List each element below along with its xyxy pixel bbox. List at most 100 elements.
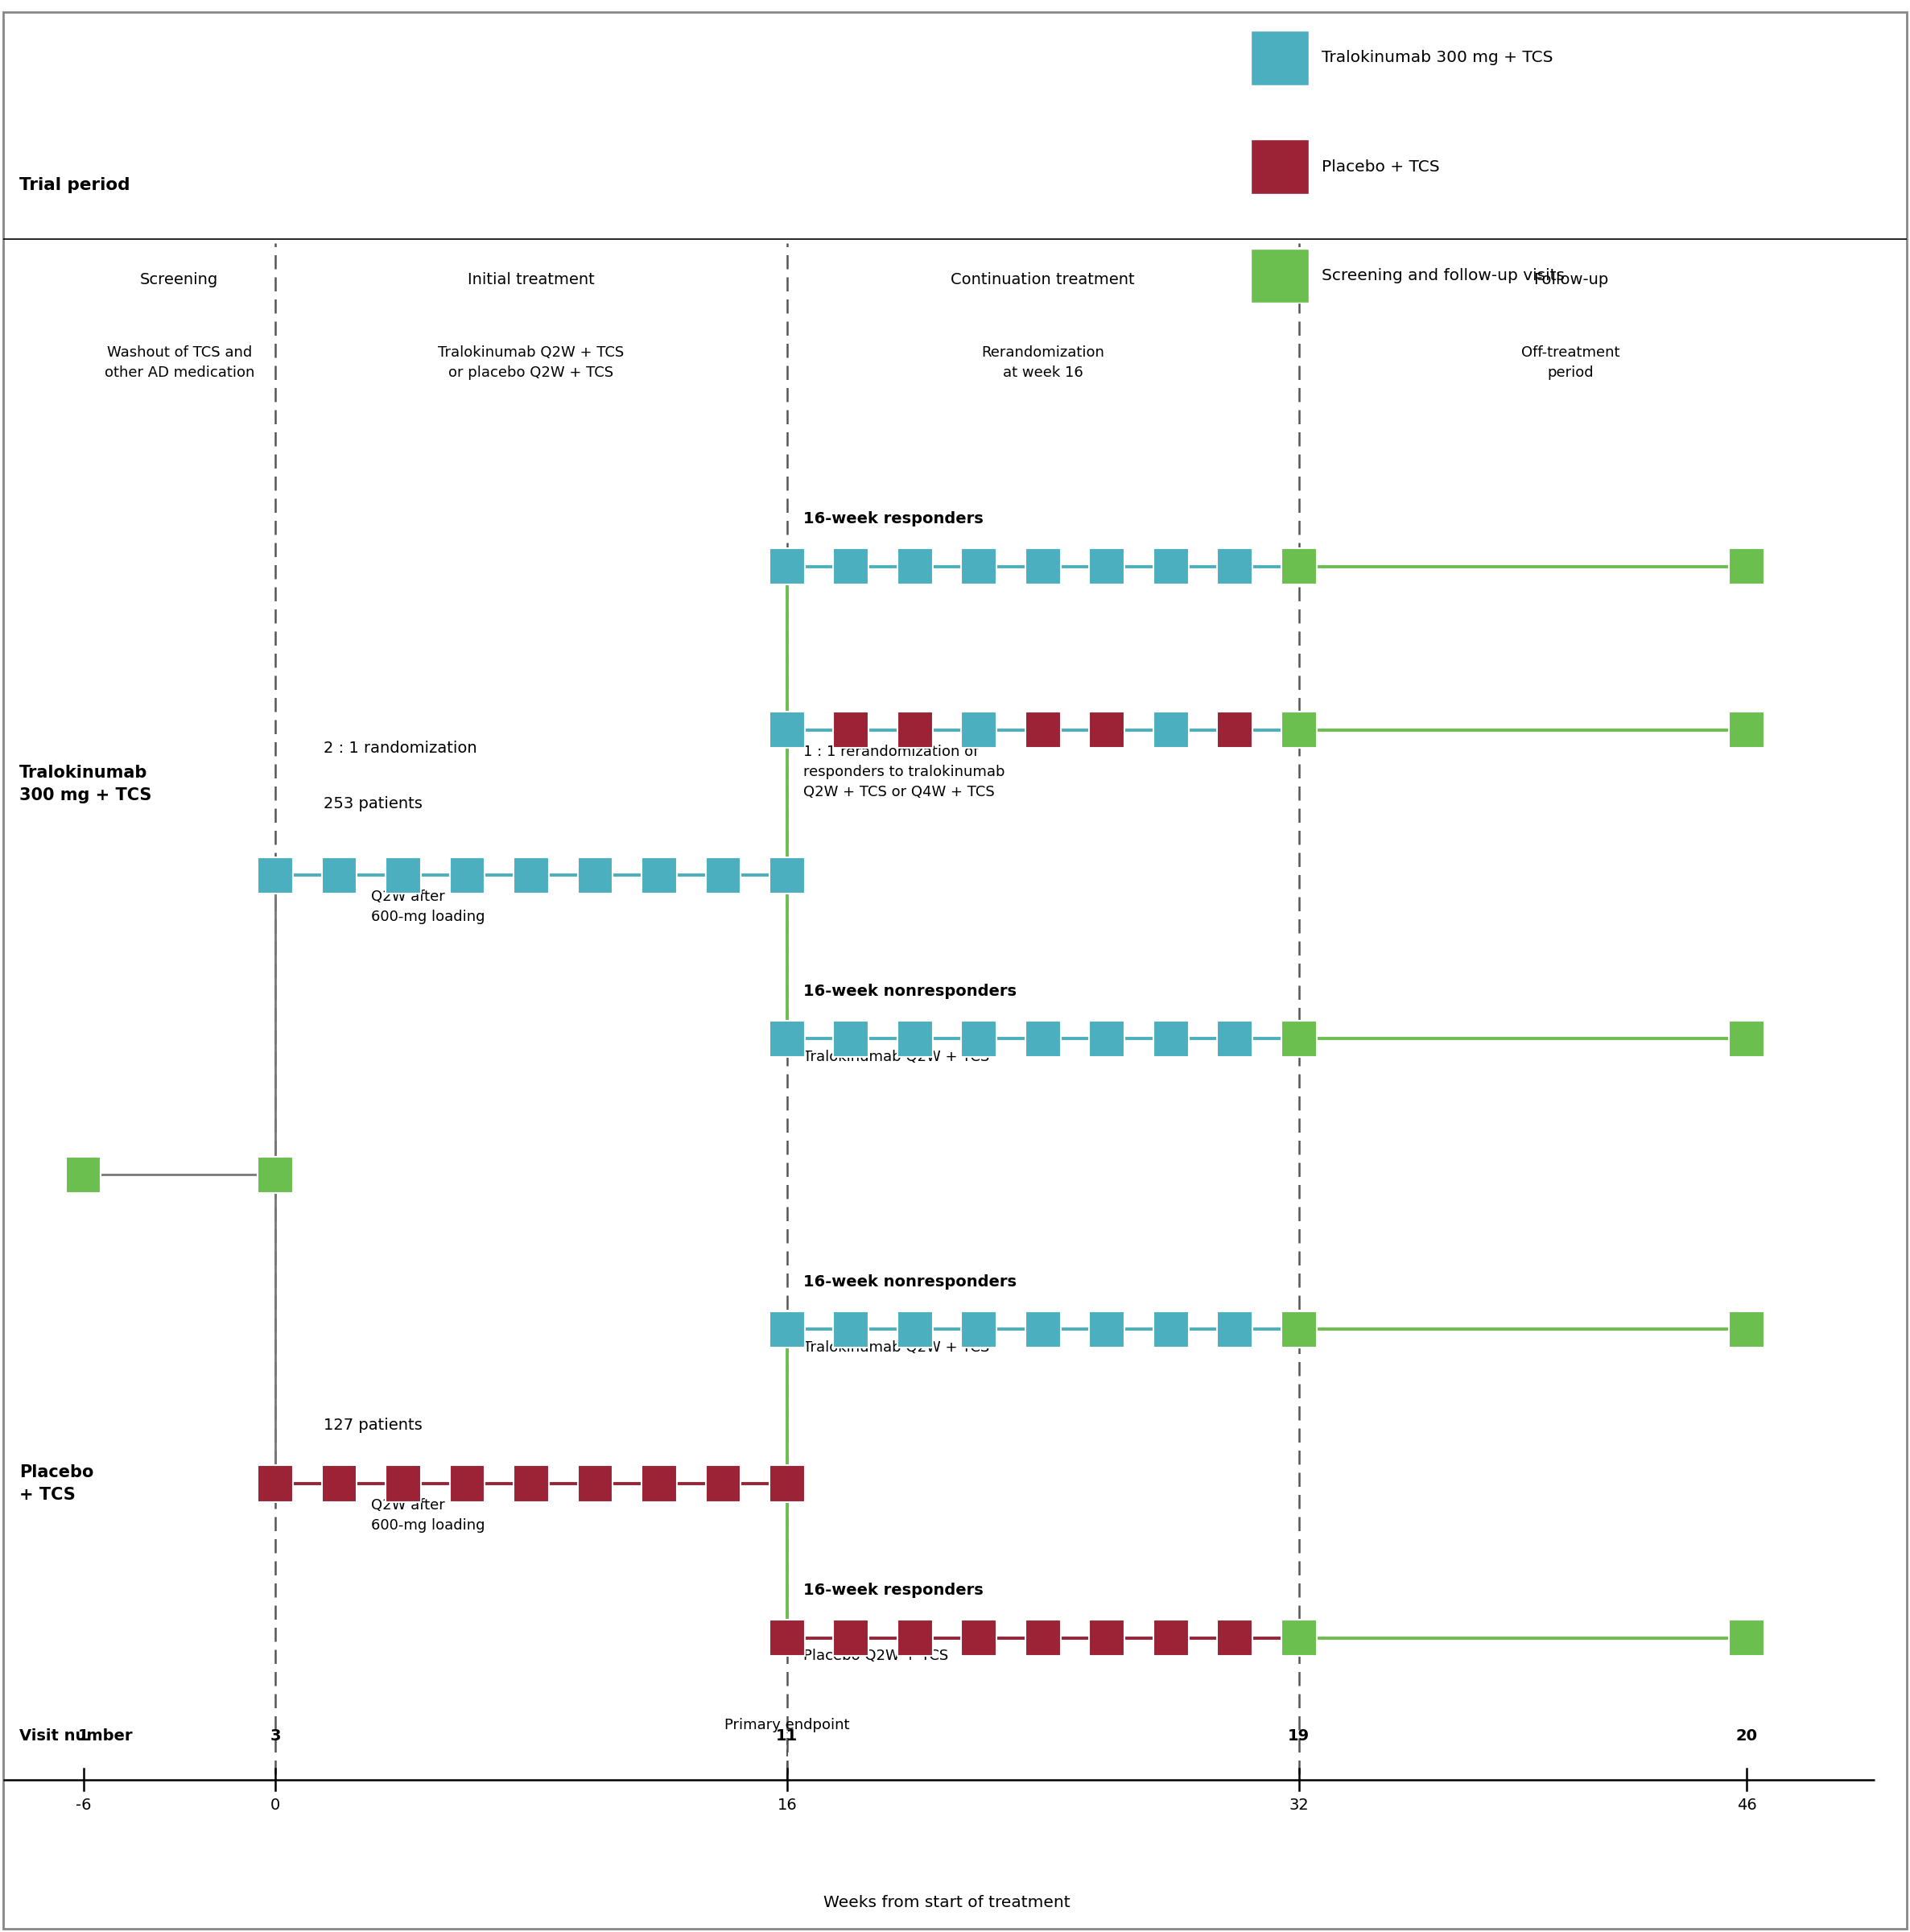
Text: Screening: Screening xyxy=(139,272,218,288)
Text: Trial period: Trial period xyxy=(19,178,130,193)
FancyBboxPatch shape xyxy=(1089,711,1125,748)
FancyBboxPatch shape xyxy=(642,858,676,893)
FancyBboxPatch shape xyxy=(642,1466,676,1501)
FancyBboxPatch shape xyxy=(1729,549,1765,585)
Text: 11: 11 xyxy=(775,1727,798,1743)
FancyBboxPatch shape xyxy=(386,1466,420,1501)
FancyBboxPatch shape xyxy=(1251,139,1308,193)
Text: 0: 0 xyxy=(271,1799,281,1812)
FancyBboxPatch shape xyxy=(961,549,997,585)
FancyBboxPatch shape xyxy=(1282,1619,1316,1656)
Text: Placebo + TCS: Placebo + TCS xyxy=(1322,158,1440,174)
Text: 253 patients: 253 patients xyxy=(323,796,422,811)
FancyBboxPatch shape xyxy=(705,858,741,893)
Text: 3: 3 xyxy=(269,1727,281,1743)
FancyBboxPatch shape xyxy=(1217,1020,1253,1057)
FancyBboxPatch shape xyxy=(1154,1619,1188,1656)
Text: Off-treatment
period: Off-treatment period xyxy=(1522,346,1620,381)
FancyBboxPatch shape xyxy=(770,711,804,748)
Text: Visit number: Visit number xyxy=(19,1727,132,1743)
FancyBboxPatch shape xyxy=(770,1619,804,1656)
FancyBboxPatch shape xyxy=(1089,1619,1125,1656)
FancyBboxPatch shape xyxy=(1217,711,1253,748)
FancyBboxPatch shape xyxy=(1282,711,1316,748)
FancyBboxPatch shape xyxy=(961,1020,997,1057)
Text: Placebo
+ TCS: Placebo + TCS xyxy=(19,1464,94,1503)
Text: 32: 32 xyxy=(1289,1799,1308,1812)
Text: 19: 19 xyxy=(1287,1727,1310,1743)
Text: Screening and follow-up visits: Screening and follow-up visits xyxy=(1322,269,1564,284)
FancyBboxPatch shape xyxy=(1729,711,1765,748)
Text: Q2W after
600-mg loading: Q2W after 600-mg loading xyxy=(371,891,485,923)
FancyBboxPatch shape xyxy=(1282,549,1316,585)
FancyBboxPatch shape xyxy=(1282,1020,1316,1057)
FancyBboxPatch shape xyxy=(1217,1312,1253,1347)
FancyBboxPatch shape xyxy=(1089,549,1125,585)
FancyBboxPatch shape xyxy=(1154,1312,1188,1347)
Text: Q2W after
600-mg loading: Q2W after 600-mg loading xyxy=(371,1497,485,1532)
Text: 16-week nonresponders: 16-week nonresponders xyxy=(802,983,1016,999)
Text: 46: 46 xyxy=(1736,1799,1757,1812)
FancyBboxPatch shape xyxy=(1217,549,1253,585)
FancyBboxPatch shape xyxy=(961,711,997,748)
FancyBboxPatch shape xyxy=(577,858,613,893)
Text: Continuation treatment: Continuation treatment xyxy=(951,272,1135,288)
FancyBboxPatch shape xyxy=(770,1020,804,1057)
FancyBboxPatch shape xyxy=(1154,549,1188,585)
Text: 20: 20 xyxy=(1736,1727,1757,1743)
FancyBboxPatch shape xyxy=(1282,1020,1316,1057)
FancyBboxPatch shape xyxy=(1251,249,1308,303)
Text: 16-week responders: 16-week responders xyxy=(802,512,984,526)
FancyBboxPatch shape xyxy=(321,858,357,893)
Text: Initial treatment: Initial treatment xyxy=(468,272,594,288)
FancyBboxPatch shape xyxy=(961,1312,997,1347)
FancyBboxPatch shape xyxy=(1026,711,1060,748)
FancyBboxPatch shape xyxy=(1251,31,1308,85)
FancyBboxPatch shape xyxy=(65,1157,101,1194)
FancyBboxPatch shape xyxy=(770,1312,804,1347)
FancyBboxPatch shape xyxy=(1282,1312,1316,1347)
Text: Washout of TCS and
other AD medication: Washout of TCS and other AD medication xyxy=(105,346,254,381)
FancyBboxPatch shape xyxy=(898,1312,932,1347)
Text: Tralokinumab Q2W + TCS: Tralokinumab Q2W + TCS xyxy=(802,1049,989,1065)
Text: 16: 16 xyxy=(777,1799,796,1812)
Text: Primary endpoint: Primary endpoint xyxy=(724,1718,850,1733)
FancyBboxPatch shape xyxy=(961,1619,997,1656)
FancyBboxPatch shape xyxy=(833,1020,869,1057)
Text: 16-week responders: 16-week responders xyxy=(802,1582,984,1598)
Text: Tralokinumab 300 mg + TCS: Tralokinumab 300 mg + TCS xyxy=(1322,50,1553,66)
FancyBboxPatch shape xyxy=(1089,1312,1125,1347)
Text: 127 patients: 127 patients xyxy=(323,1418,422,1434)
FancyBboxPatch shape xyxy=(833,1619,869,1656)
FancyBboxPatch shape xyxy=(258,1157,292,1194)
FancyBboxPatch shape xyxy=(514,1466,548,1501)
FancyBboxPatch shape xyxy=(449,1466,485,1501)
FancyBboxPatch shape xyxy=(833,1312,869,1347)
FancyBboxPatch shape xyxy=(898,1619,932,1656)
FancyBboxPatch shape xyxy=(1729,1312,1765,1347)
FancyBboxPatch shape xyxy=(258,1466,292,1501)
FancyBboxPatch shape xyxy=(1282,1619,1316,1656)
FancyBboxPatch shape xyxy=(258,858,292,893)
FancyBboxPatch shape xyxy=(1217,1619,1253,1656)
FancyBboxPatch shape xyxy=(1026,1020,1060,1057)
Text: 2 : 1 randomization: 2 : 1 randomization xyxy=(323,740,478,755)
FancyBboxPatch shape xyxy=(1026,549,1060,585)
FancyBboxPatch shape xyxy=(1026,1312,1060,1347)
FancyBboxPatch shape xyxy=(770,1466,804,1501)
Text: Tralokinumab Q2W + TCS: Tralokinumab Q2W + TCS xyxy=(802,1341,989,1354)
FancyBboxPatch shape xyxy=(833,549,869,585)
Text: Tralokinumab
300 mg + TCS: Tralokinumab 300 mg + TCS xyxy=(19,765,151,804)
FancyBboxPatch shape xyxy=(386,858,420,893)
Text: -6: -6 xyxy=(76,1799,92,1812)
Text: Weeks from start of treatment: Weeks from start of treatment xyxy=(823,1895,1070,1911)
FancyBboxPatch shape xyxy=(514,858,548,893)
Text: 1 : 1 rerandomization of
responders to tralokinumab
Q2W + TCS or Q4W + TCS: 1 : 1 rerandomization of responders to t… xyxy=(802,744,1005,800)
FancyBboxPatch shape xyxy=(1154,711,1188,748)
FancyBboxPatch shape xyxy=(449,858,485,893)
Text: Rerandomization
at week 16: Rerandomization at week 16 xyxy=(982,346,1104,381)
FancyBboxPatch shape xyxy=(1089,1020,1125,1057)
FancyBboxPatch shape xyxy=(770,858,804,893)
FancyBboxPatch shape xyxy=(1282,549,1316,585)
FancyBboxPatch shape xyxy=(898,549,932,585)
